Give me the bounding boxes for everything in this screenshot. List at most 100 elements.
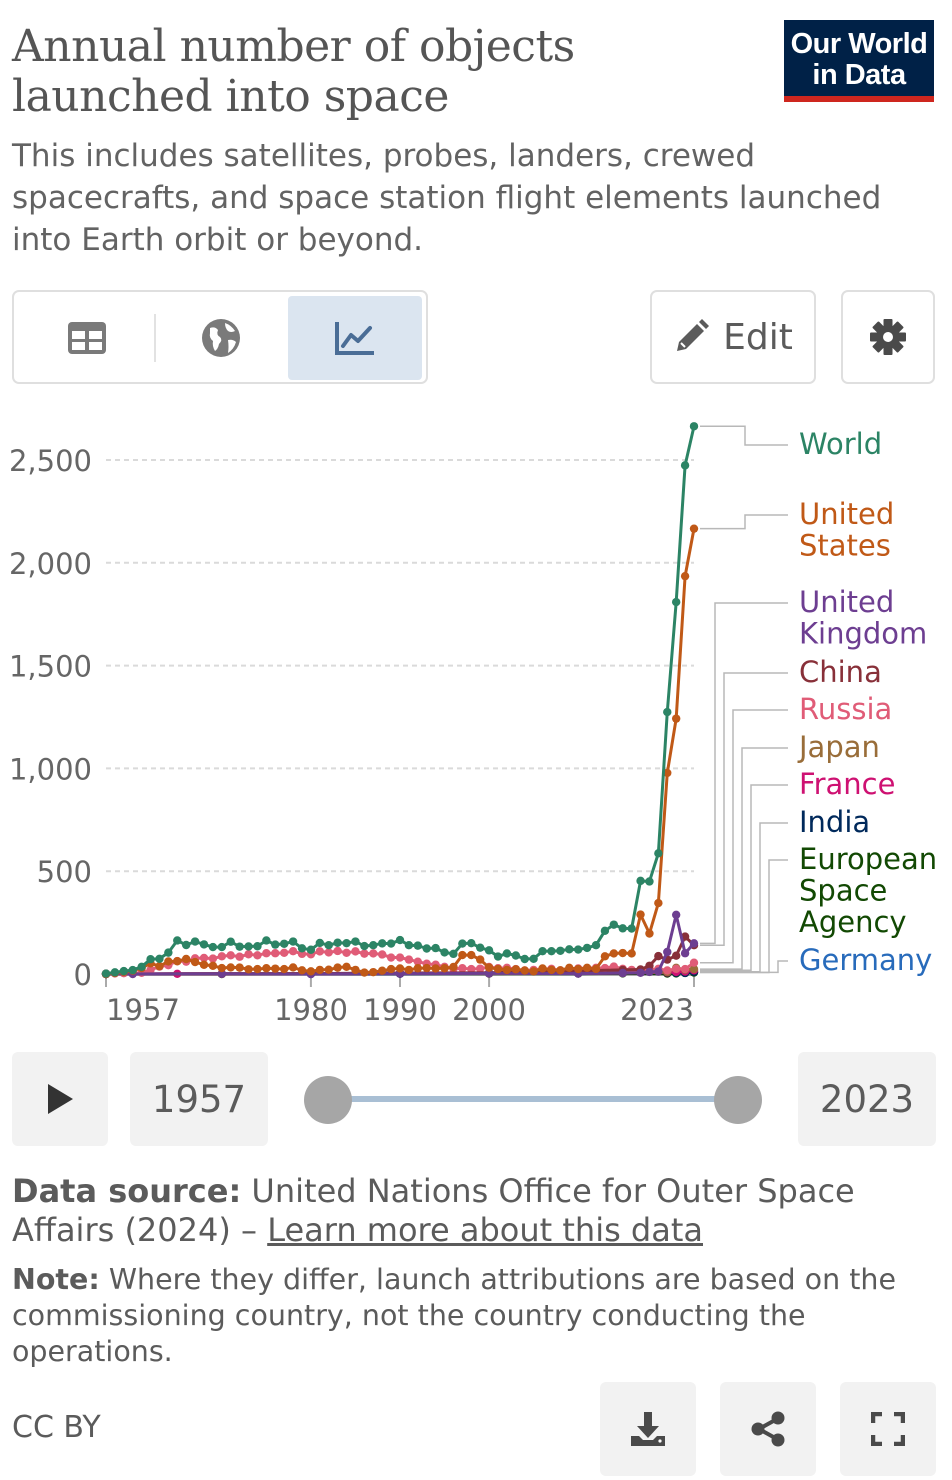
data-point-united-states: [190, 957, 200, 967]
learn-more-link[interactable]: Learn more about this data: [267, 1211, 703, 1249]
data-point-world: [547, 946, 556, 956]
data-point-world: [253, 942, 262, 951]
license-label[interactable]: CC BY: [12, 1410, 101, 1445]
data-point-world: [244, 942, 253, 951]
legend-label-japan: Japan: [797, 730, 880, 764]
data-point-united-states: [315, 965, 325, 975]
data-point-world: [556, 946, 565, 955]
data-point-russia: [244, 950, 253, 959]
data-point-russia: [475, 964, 485, 973]
timeline-start-handle[interactable]: [304, 1076, 352, 1124]
data-point-world: [119, 966, 129, 976]
data-point-world: [458, 939, 467, 948]
title-line-1: Annual number of objects: [12, 21, 575, 72]
data-point-united-kingdom: [217, 969, 227, 978]
play-button[interactable]: [12, 1052, 108, 1146]
data-point-russia: [288, 946, 298, 956]
data-point-world: [279, 939, 289, 948]
legend-label-line: Germany: [799, 943, 932, 977]
fullscreen-button[interactable]: [840, 1382, 936, 1476]
data-point-world: [440, 948, 449, 957]
data-point-world: [315, 938, 325, 948]
data-point-world: [342, 938, 351, 948]
data-point-china: [645, 961, 654, 970]
data-point-world: [627, 924, 636, 933]
data-point-russia: [369, 949, 378, 958]
x-tick-label: 1980: [274, 993, 348, 1027]
data-point-russia: [386, 953, 396, 962]
legend-label-france: France: [799, 767, 895, 801]
data-point-world: [431, 943, 440, 953]
owid-logo[interactable]: Our World in Data: [784, 20, 934, 102]
data-point-united-states: [333, 963, 342, 972]
tab-map[interactable]: [154, 296, 288, 380]
share-button[interactable]: [720, 1382, 816, 1476]
data-point-united-states: [645, 929, 654, 938]
data-point-world: [262, 936, 271, 945]
line-chart-icon: [335, 322, 374, 355]
legend-connector-germany: [700, 960, 788, 974]
data-point-united-states: [377, 966, 387, 975]
data-point-world: [155, 954, 164, 963]
data-point-russia: [235, 952, 244, 961]
fullscreen-icon: [871, 1412, 905, 1446]
x-tick-label: 1990: [363, 993, 437, 1027]
data-point-russia: [360, 949, 369, 958]
edit-button[interactable]: Edit: [650, 290, 816, 384]
data-point-united-states: [199, 960, 209, 969]
data-point-united-states: [609, 949, 619, 958]
legend-label-line: United: [799, 497, 894, 531]
timeline-start-year[interactable]: 1957: [130, 1052, 268, 1146]
legend-label-germany: Germany: [799, 943, 932, 977]
timeline-end-year[interactable]: 2023: [798, 1052, 936, 1146]
data-point-world: [529, 954, 538, 963]
data-point-russia: [324, 948, 333, 957]
x-tick-label: 2023: [620, 993, 694, 1027]
data-point-united-states: [458, 950, 467, 960]
data-point-world: [271, 940, 280, 949]
data-point-united-states: [556, 966, 565, 975]
data-point-world: [413, 941, 423, 950]
data-point-world: [484, 946, 494, 955]
data-point-united-states: [164, 957, 173, 966]
data-point-world: [110, 968, 120, 977]
tab-chart[interactable]: [288, 296, 422, 380]
data-point-russia: [262, 949, 271, 958]
timeline-end-handle[interactable]: [714, 1076, 762, 1124]
y-tick-label: 1,000: [9, 752, 92, 786]
chart-title: Annual number of objects launched into s…: [12, 22, 732, 122]
legend-label-line: Agency: [799, 905, 907, 939]
legend-label-line: United: [799, 585, 894, 619]
data-point-russia: [663, 966, 672, 975]
timeline-slider-track[interactable]: [328, 1096, 738, 1102]
logo-accent-bar: [784, 96, 934, 102]
data-point-world: [181, 940, 191, 950]
data-point-russia: [226, 951, 235, 960]
settings-button[interactable]: [841, 290, 935, 384]
data-point-united-states: [324, 965, 333, 974]
data-point-united-states: [262, 964, 271, 973]
play-icon: [48, 1084, 73, 1114]
download-button[interactable]: [600, 1382, 696, 1476]
data-point-united-states: [208, 961, 218, 970]
legend-label-line: China: [799, 655, 882, 689]
legend-label-world: World: [799, 427, 882, 461]
x-tick-label: 2000: [452, 993, 526, 1027]
legend-connector-india: [700, 822, 788, 973]
tab-table[interactable]: [20, 296, 154, 380]
data-point-united-kingdom: [618, 968, 627, 978]
data-point-united-states: [573, 964, 583, 974]
data-point-united-states: [547, 965, 556, 975]
data-point-russia: [146, 965, 155, 975]
data-point-world: [573, 945, 583, 954]
y-tick-label: 0: [74, 958, 92, 992]
data-point-united-kingdom: [636, 968, 645, 977]
data-point-world: [128, 965, 137, 975]
data-point-world: [654, 849, 663, 858]
share-icon: [751, 1411, 785, 1447]
data-point-russia: [342, 948, 351, 958]
data-point-world: [467, 938, 476, 948]
data-point-world: [404, 941, 414, 950]
data-point-united-states: [467, 950, 476, 960]
legend-label-line: States: [799, 529, 891, 563]
